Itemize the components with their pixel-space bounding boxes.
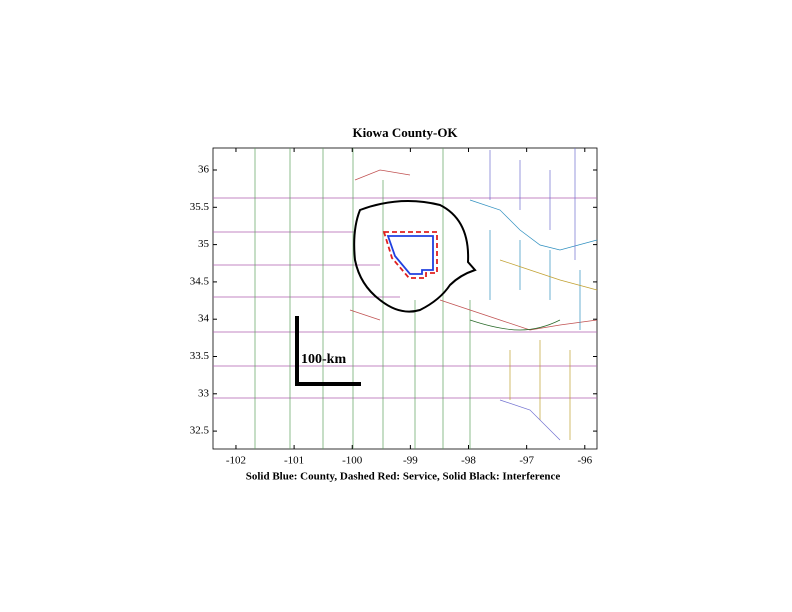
x-tick-label: -96 [577,455,592,467]
axes-box [212,147,598,450]
plot-area: 100-km [212,147,598,450]
scale-label: 100-km [301,352,346,367]
x-tick-label: -102 [226,455,246,467]
x-tick-label: -98 [461,455,476,467]
county-boundary [386,235,434,275]
x-tick-label: -101 [284,455,304,467]
service-contour [382,231,438,279]
x-tick-label: -99 [403,455,418,467]
x-tick-label: -100 [342,455,363,467]
y-tick-label: 32.5 [190,425,210,437]
y-tick-label: 35 [198,238,210,250]
county-lines [213,148,598,449]
y-tick-label: 36 [198,164,210,176]
map-title: Kiowa County-OK [352,125,458,140]
y-tick-label: 34 [198,313,210,325]
x-axis-label: Solid Blue: County, Dashed Red: Service,… [246,471,561,483]
x-tick-label: -97 [519,455,534,467]
interference-contour [353,200,477,313]
y-tick-label: 33.5 [190,350,210,362]
y-tick-label: 34.5 [190,275,210,287]
y-tick-label: 33 [198,387,210,399]
scale-bar [295,316,361,386]
y-tick-label: 35.5 [190,201,210,213]
